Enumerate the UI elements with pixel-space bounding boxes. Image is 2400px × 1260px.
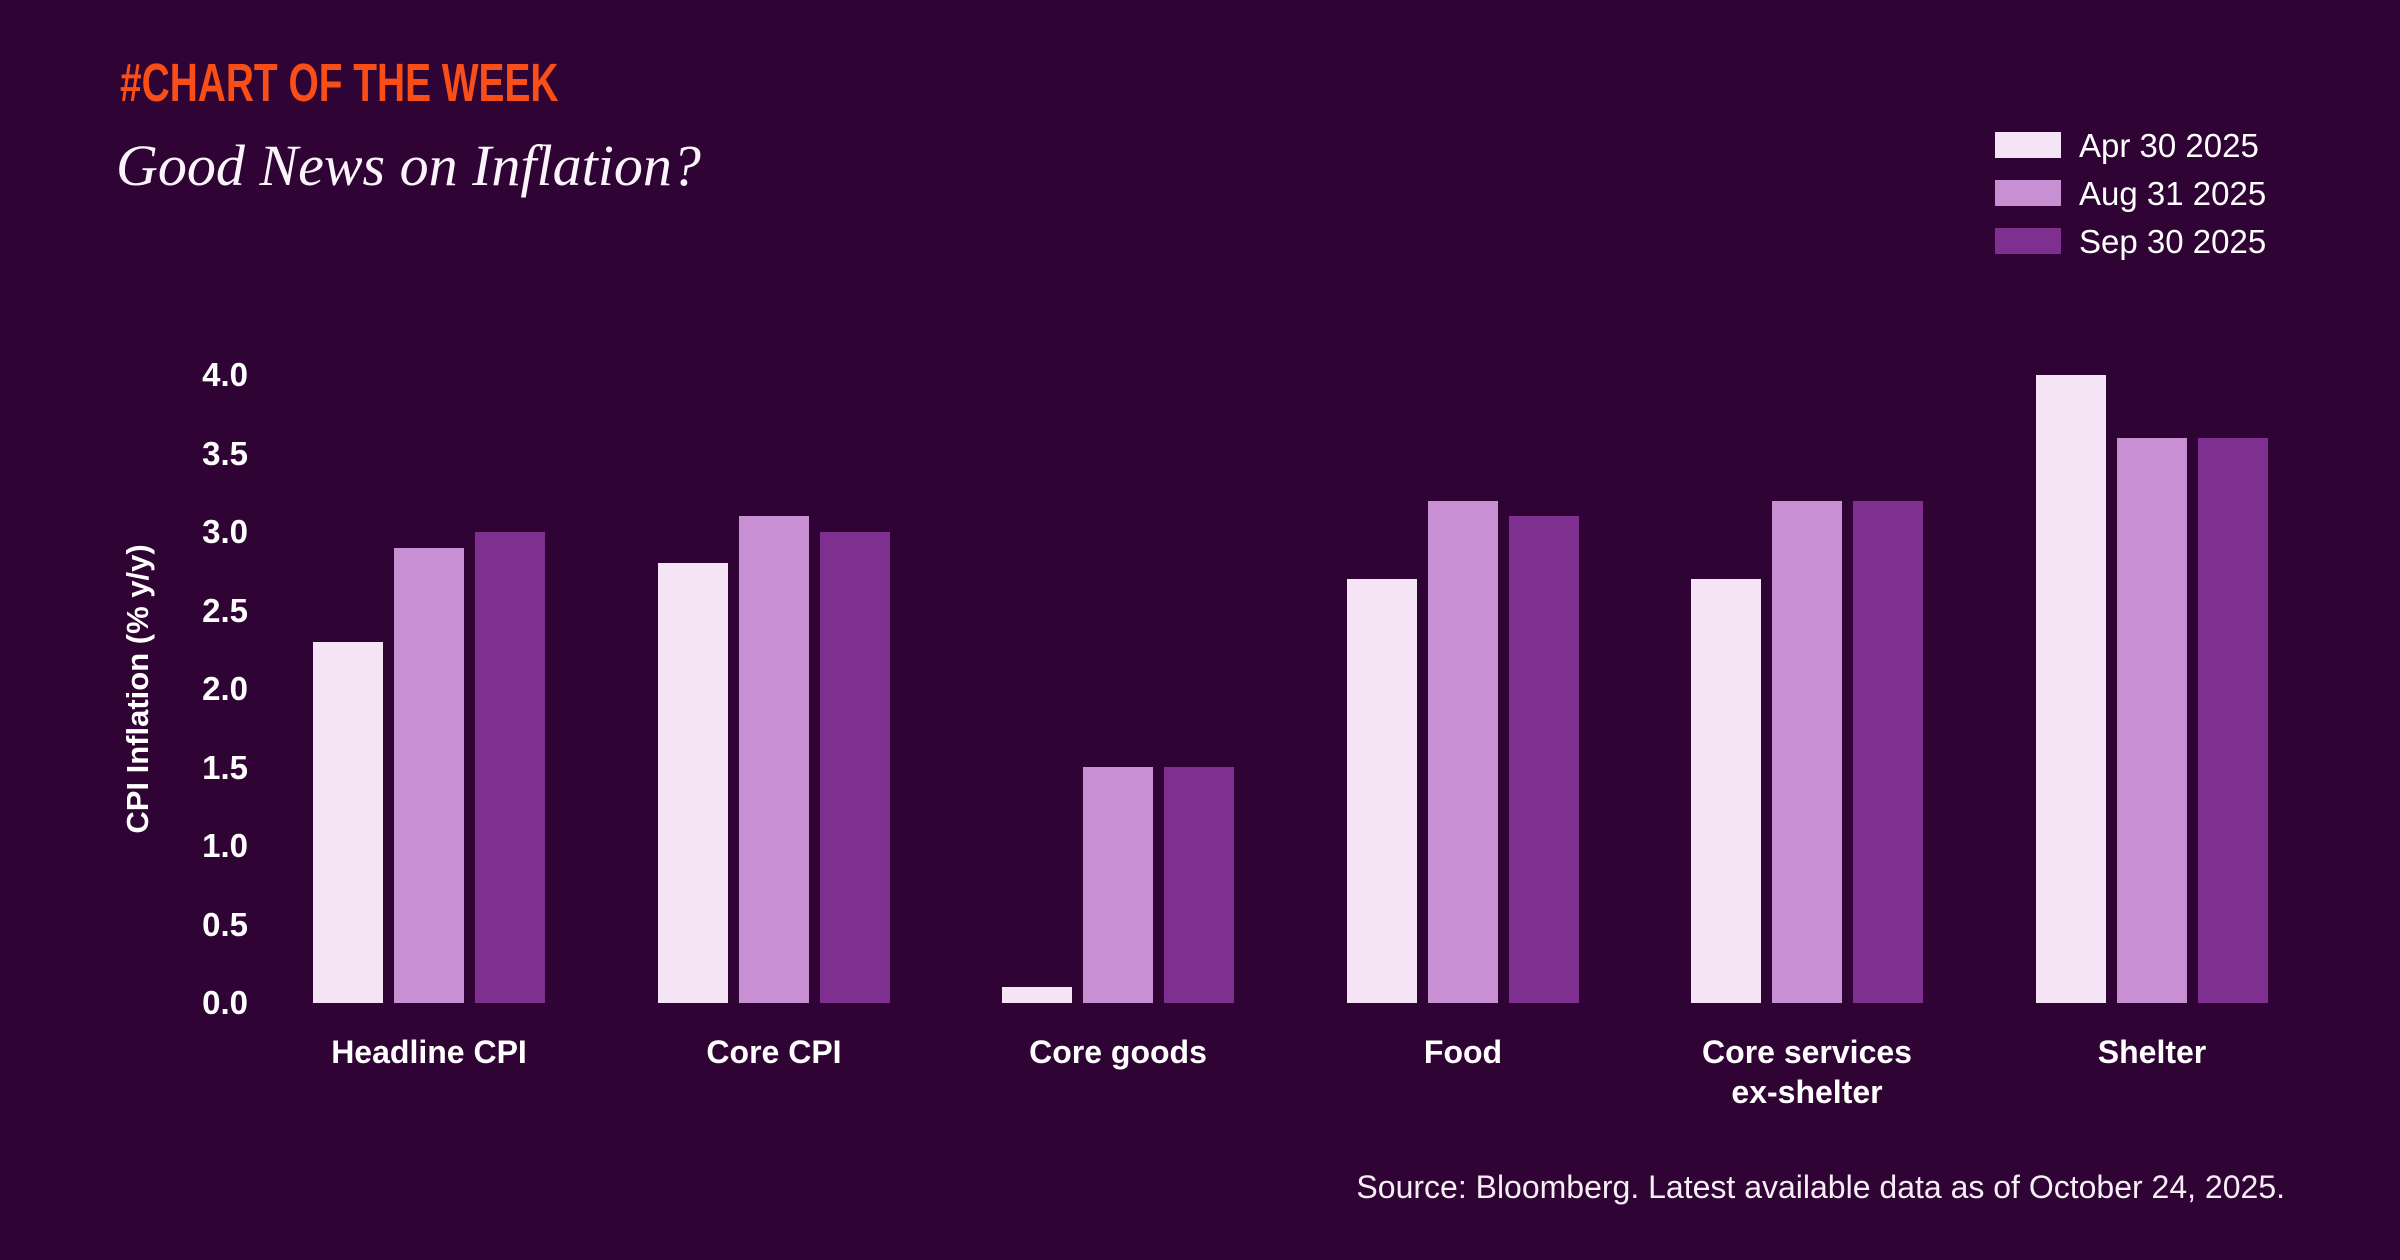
bar-core-services-ex-shelter-sep-30-2025	[1853, 501, 1923, 1003]
y-tick-label-1.5: 1.5	[202, 748, 248, 786]
bar-core-cpi-aug-31-2025	[739, 516, 809, 1003]
source-note: Source: Bloomberg. Latest available data…	[1356, 1169, 2285, 1205]
eyebrow-label: #CHART OF THE WEEK	[120, 53, 559, 113]
legend-item-sep-30-2025: Sep 30 2025	[1995, 225, 2266, 258]
bar-core-goods-aug-31-2025	[1083, 767, 1153, 1003]
y-tick-label-3.0: 3.0	[202, 513, 248, 550]
bar-food-aug-31-2025	[1428, 501, 1498, 1003]
legend-swatch-apr-30-2025	[1995, 132, 2061, 158]
bar-core-cpi-sep-30-2025	[820, 532, 890, 1003]
legend-swatch-sep-30-2025	[1995, 228, 2061, 254]
bar-core-services-ex-shelter-apr-30-2025	[1691, 579, 1761, 1003]
legend-label: Aug 31 2025	[2079, 174, 2267, 212]
bar-headline-cpi-apr-30-2025	[313, 642, 383, 1003]
legend-label: Sep 30 2025	[2079, 222, 2267, 260]
bar-headline-cpi-sep-30-2025	[475, 532, 545, 1003]
bar-food-apr-30-2025	[1347, 579, 1417, 1003]
bar-food-sep-30-2025	[1509, 516, 1579, 1003]
bar-core-goods-sep-30-2025	[1164, 767, 1234, 1003]
category-label-core-goods: Core goods	[1029, 1034, 1207, 1070]
legend: Apr 30 2025 Aug 31 2025 Sep 30 2025	[1995, 129, 2266, 276]
y-tick-label-4.0: 4.0	[202, 356, 248, 393]
y-tick-label-3.5: 3.5	[202, 434, 248, 472]
y-tick-label-0.0: 0.0	[202, 984, 248, 1021]
legend-label: Apr 30 2025	[2079, 126, 2259, 164]
category-label-food: Food	[1423, 1034, 1503, 1070]
bar-core-goods-apr-30-2025	[1002, 987, 1072, 1003]
bar-shelter-sep-30-2025	[2198, 438, 2268, 1003]
legend-item-aug-31-2025: Aug 31 2025	[1995, 177, 2266, 210]
category-label-core-services-ex-shelter: Core services ex-shelter	[1702, 1034, 1912, 1110]
category-label-headline-cpi: Headline CPI	[331, 1034, 527, 1070]
category-label-shelter: Shelter	[2097, 1034, 2207, 1070]
y-tick-label-2.5: 2.5	[202, 591, 248, 629]
bar-core-cpi-apr-30-2025	[658, 563, 728, 1003]
y-tick-label-0.5: 0.5	[202, 905, 248, 943]
bar-shelter-aug-31-2025	[2117, 438, 2187, 1003]
y-tick-label-1.0: 1.0	[202, 827, 248, 864]
bar-core-services-ex-shelter-aug-31-2025	[1772, 501, 1842, 1003]
legend-item-apr-30-2025: Apr 30 2025	[1995, 129, 2266, 162]
legend-swatch-aug-31-2025	[1995, 180, 2061, 206]
y-tick-label-2.0: 2.0	[202, 670, 248, 707]
bar-shelter-apr-30-2025	[2036, 375, 2106, 1003]
chart-title: Good News on Inflation?	[116, 133, 701, 198]
bar-headline-cpi-aug-31-2025	[394, 548, 464, 1003]
category-label-core-cpi: Core CPI	[706, 1034, 842, 1070]
